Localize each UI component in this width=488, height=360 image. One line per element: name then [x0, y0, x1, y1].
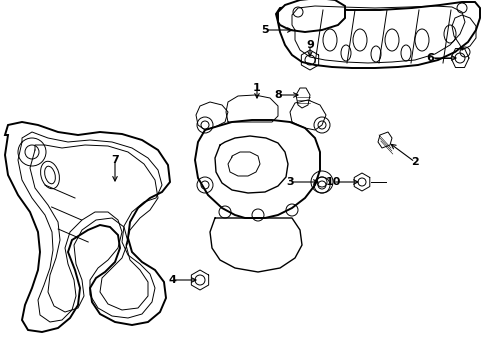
Text: 3: 3 [285, 177, 293, 187]
Text: 4: 4 [168, 275, 176, 285]
Polygon shape [275, 2, 479, 68]
Polygon shape [295, 88, 309, 108]
Polygon shape [5, 122, 170, 332]
Text: 6: 6 [425, 53, 433, 63]
Text: 10: 10 [325, 177, 340, 187]
Polygon shape [195, 120, 319, 218]
Text: 5: 5 [261, 25, 268, 35]
Text: 7: 7 [111, 155, 119, 165]
Text: 8: 8 [274, 90, 281, 100]
Text: 9: 9 [305, 40, 313, 50]
Text: 1: 1 [253, 83, 260, 93]
Text: 2: 2 [410, 157, 418, 167]
Polygon shape [278, 0, 345, 32]
Polygon shape [377, 132, 391, 148]
